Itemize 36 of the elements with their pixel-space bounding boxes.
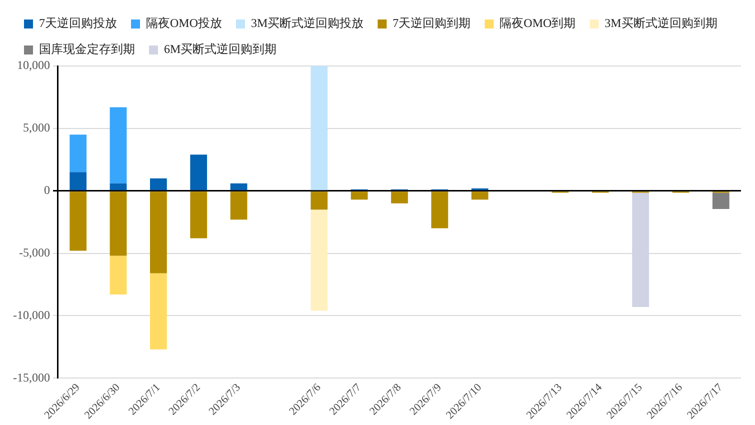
y-tick-label: 0 — [44, 183, 50, 198]
bar — [150, 273, 167, 350]
y-tick-label: -15,000 — [12, 370, 50, 384]
legend-label: 7天逆回购到期 — [392, 16, 471, 30]
bar — [471, 192, 488, 200]
bar — [712, 192, 730, 209]
bar — [310, 192, 328, 210]
y-tick-label: -10,000 — [12, 308, 50, 322]
bar — [70, 134, 87, 172]
bar — [391, 192, 408, 204]
bar — [150, 178, 167, 190]
bar — [310, 210, 328, 311]
legend-label: 7天逆回购投放 — [39, 16, 117, 30]
y-tick-label: 5,000 — [22, 120, 50, 135]
bar — [190, 154, 208, 190]
y-tick-label: 10,000 — [16, 58, 50, 72]
bar — [110, 107, 127, 184]
legend-label: 隔夜OMO投放 — [146, 16, 222, 30]
y-tick-label: -5,000 — [18, 245, 50, 260]
bar — [310, 66, 328, 190]
bar — [190, 192, 208, 238]
bar — [431, 192, 448, 228]
bar — [230, 183, 248, 190]
bar — [110, 256, 127, 294]
bar — [70, 172, 87, 190]
legend-label: 3M买断式逆回购投放 — [251, 16, 364, 30]
legend-label: 6M买断式逆回购到期 — [164, 42, 277, 56]
bar — [150, 192, 167, 274]
bar — [110, 192, 127, 256]
bar — [350, 192, 368, 200]
bar — [230, 192, 248, 220]
bar — [110, 183, 127, 190]
legend-label: 隔夜OMO到期 — [500, 16, 576, 30]
legend-label: 3M买断式逆回购到期 — [604, 16, 718, 30]
bar — [70, 192, 87, 251]
legend-label: 国库现金定存到期 — [39, 42, 135, 56]
